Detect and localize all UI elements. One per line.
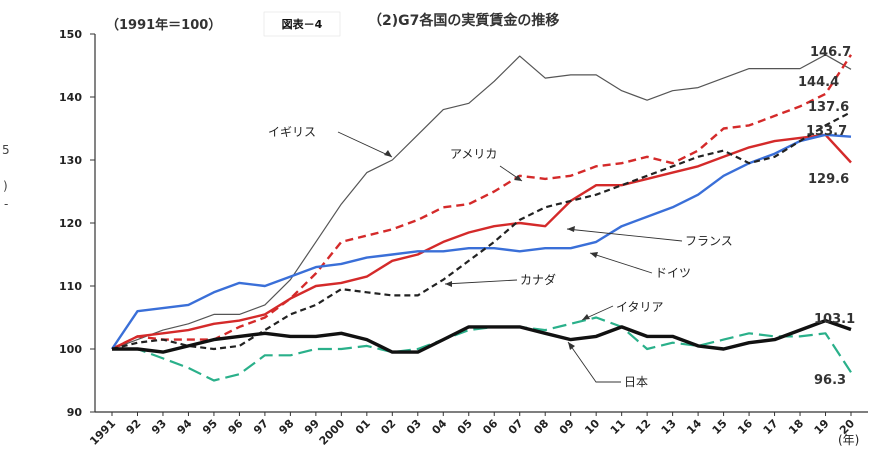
label-japan: 日本 bbox=[624, 375, 648, 389]
y-tick-label: 150 bbox=[59, 28, 82, 41]
y-tick-label: 90 bbox=[67, 406, 83, 419]
series-line-2 bbox=[111, 133, 852, 351]
y-tick-label: 100 bbox=[59, 343, 82, 356]
leader-usa-arrow bbox=[514, 175, 522, 181]
end-label-uk-2020: 144.4 bbox=[798, 75, 839, 90]
series-labels: イギリス アメリカ フランス ドイツ カナダ イタリア 日本 bbox=[268, 125, 733, 389]
x-axis-unit: (年) bbox=[838, 433, 859, 447]
figure-label-box bbox=[263, 11, 341, 37]
leader-uk bbox=[337, 131, 393, 158]
leader-canada bbox=[444, 279, 518, 285]
end-label-france: 129.6 bbox=[808, 172, 849, 187]
edge-mark-1: 5 bbox=[2, 143, 10, 157]
end-label-italy: 96.3 bbox=[814, 373, 846, 388]
label-italy: イタリア bbox=[616, 300, 664, 314]
label-canada: カナダ bbox=[520, 272, 556, 287]
end-label-canada: 137.6 bbox=[808, 100, 849, 115]
end-label-japan: 103.1 bbox=[814, 312, 855, 327]
leader-italy-arrow bbox=[582, 314, 590, 320]
series-line-1 bbox=[111, 54, 853, 351]
y-tick-label: 110 bbox=[59, 280, 82, 293]
leader-uk-arrow bbox=[384, 150, 392, 157]
leader-japan-arrow bbox=[568, 342, 575, 350]
end-value-labels: 146.7 144.4 137.6 133.7 129.6 103.1 96.3 bbox=[798, 45, 855, 388]
leader-canada-arrow bbox=[445, 281, 452, 287]
end-label-germany: 133.7 bbox=[806, 124, 847, 139]
edge-mark-2: ) bbox=[3, 179, 8, 193]
leader-japan bbox=[567, 341, 621, 383]
series-line-6 bbox=[112, 318, 852, 354]
series-line-3 bbox=[111, 133, 852, 350]
label-usa: アメリカ bbox=[450, 147, 497, 161]
label-france: フランス bbox=[685, 234, 733, 248]
index-note: （1991年＝100） bbox=[106, 17, 221, 33]
leader-france-arrow bbox=[567, 226, 575, 232]
leader-germany bbox=[589, 252, 653, 274]
chart-title: （2)G7各国の実質賃金の推移 bbox=[368, 12, 559, 29]
leader-germany-arrow bbox=[590, 252, 598, 258]
label-germany: ドイツ bbox=[655, 266, 691, 280]
series-line-4 bbox=[111, 111, 852, 351]
leader-france bbox=[566, 228, 683, 242]
y-tick-label: 120 bbox=[59, 217, 82, 230]
series-lines bbox=[111, 54, 853, 382]
edge-mark-3: - bbox=[4, 197, 8, 211]
series-line-0 bbox=[111, 54, 852, 350]
end-label-uk: 146.7 bbox=[810, 45, 851, 60]
y-tick-label: 130 bbox=[59, 154, 82, 167]
label-uk: イギリス bbox=[268, 125, 316, 139]
figure-label: 図表－4 bbox=[282, 17, 323, 31]
y-tick-label: 140 bbox=[59, 91, 82, 104]
y-ticks: 90 100 110 120 130 140 150 bbox=[59, 28, 95, 419]
